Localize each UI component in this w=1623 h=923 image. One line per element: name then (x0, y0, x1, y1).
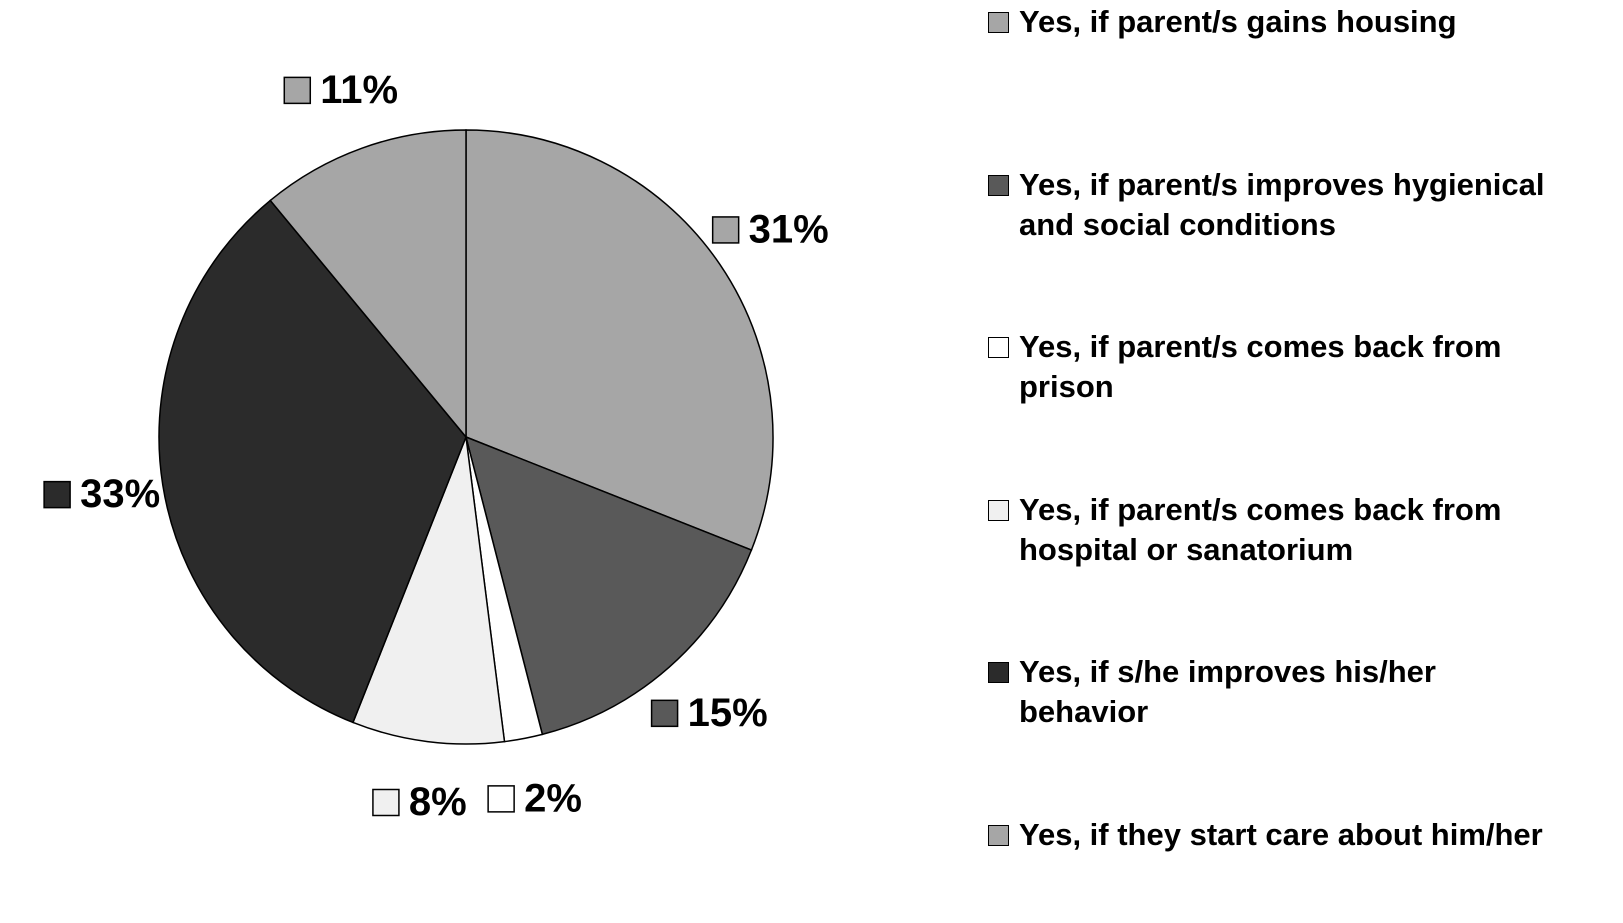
data-label-text: 31% (749, 207, 829, 251)
legend-item: Yes, if parent/s improves hygienical and… (988, 165, 1554, 245)
legend-label: Yes, if parent/s improves hygienical and… (1019, 166, 1545, 242)
pie-slice (352, 436, 506, 745)
data-label-text: 15% (688, 691, 768, 735)
label-swatch (711, 216, 740, 244)
label-swatch (372, 788, 400, 817)
legend-swatch (988, 174, 1009, 196)
legend-label: Yes, if parent/s comes back from hospita… (1019, 491, 1502, 567)
legend-item: Yes, if they start care about him/her (988, 815, 1554, 855)
legend-swatch (988, 337, 1009, 358)
legend-item: Yes, if parent/s gains housing (988, 2, 1554, 42)
legend-item: Yes, if parent/s comes back from hospita… (988, 490, 1554, 570)
data-label: 11% (283, 68, 398, 112)
pie-slice (464, 435, 753, 736)
pie-slice (465, 129, 774, 551)
legend-label: Yes, if parent/s comes back from prison (1019, 329, 1502, 404)
legend-label: Yes, if they start care about him/her (1019, 816, 1543, 852)
legend-item: Yes, if parent/s comes back from prison (988, 327, 1554, 407)
pie-slice (158, 199, 467, 724)
legend-item: Yes, if s/he improves his/her behavior (988, 652, 1554, 732)
data-label-text: 2% (524, 776, 582, 820)
data-label-text: 11% (320, 68, 398, 112)
data-label: 8% (372, 780, 467, 824)
label-swatch (487, 785, 515, 813)
data-label: 15% (650, 691, 768, 735)
legend-swatch (988, 662, 1009, 683)
legend-swatch (988, 12, 1009, 33)
label-swatch (283, 76, 312, 105)
legend-label: Yes, if s/he improves his/her behavior (1019, 654, 1436, 729)
pie-slice (269, 129, 467, 440)
label-swatch (650, 699, 679, 728)
label-swatch (43, 480, 71, 509)
legend-label: Yes, if parent/s gains housing (1019, 4, 1457, 39)
data-label: 2% (487, 776, 582, 820)
legend-swatch (988, 824, 1009, 846)
chart: 31% 15% 2% 8% 33% 11% (43, 68, 829, 824)
data-label: 31% (711, 207, 829, 251)
data-label-text: 33% (80, 472, 160, 516)
data-label: 33% (43, 472, 160, 516)
data-label-text: 8% (409, 780, 467, 824)
legend-swatch (988, 499, 1009, 521)
